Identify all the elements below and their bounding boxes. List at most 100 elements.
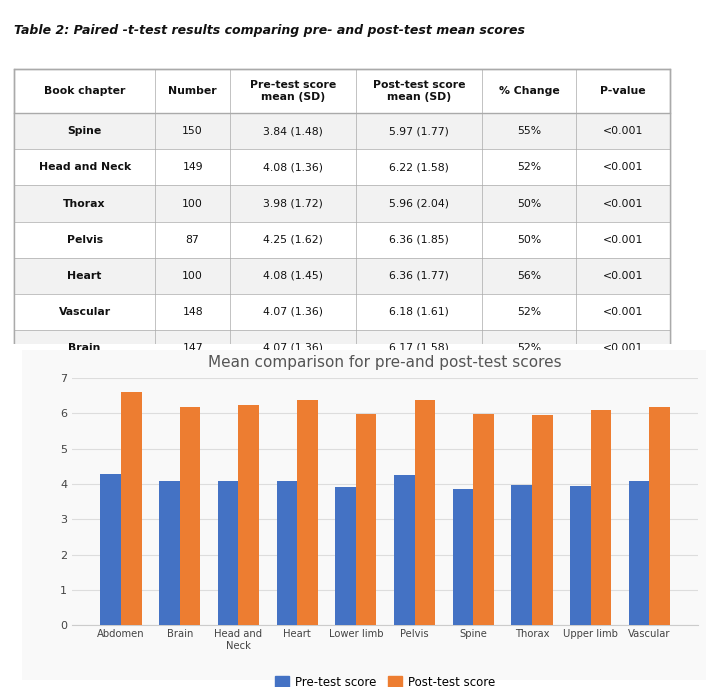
Bar [121, 392, 142, 625]
Bar [336, 486, 356, 625]
Bar [394, 475, 415, 625]
Text: Head and Neck: Head and Neck [39, 162, 130, 172]
Text: Pelvis: Pelvis [66, 234, 103, 245]
Bar [14, 402, 670, 438]
Text: 50%: 50% [517, 234, 541, 245]
Text: 3.93 (1.75): 3.93 (1.75) [264, 415, 323, 425]
Text: 55%: 55% [517, 126, 541, 137]
Text: Table 2: Paired -t-test results comparing pre- and post-test mean scores: Table 2: Paired -t-test results comparin… [14, 24, 526, 37]
Bar [14, 150, 670, 185]
Text: Lower limb: Lower limb [51, 451, 118, 461]
Text: 52%: 52% [517, 306, 541, 317]
Text: 53%: 53% [517, 451, 541, 461]
Text: 148: 148 [182, 306, 203, 317]
Text: 3.92 (1.69): 3.92 (1.69) [264, 451, 323, 461]
Text: 3.98 (1.72): 3.98 (1.72) [264, 199, 323, 209]
Text: 6.36 (1.85): 6.36 (1.85) [390, 234, 449, 245]
Bar [101, 474, 121, 625]
Text: <0.001: <0.001 [603, 126, 643, 137]
Text: 3.84 (1.48): 3.84 (1.48) [264, 126, 323, 137]
Bar [629, 482, 649, 625]
Text: 100: 100 [182, 199, 203, 209]
Bar [159, 482, 180, 625]
Text: <0.001: <0.001 [603, 234, 643, 245]
Text: Upper limb: Upper limb [51, 415, 118, 425]
Text: 52%: 52% [517, 343, 541, 353]
Text: 100: 100 [182, 451, 203, 461]
Bar [415, 401, 435, 625]
Text: % Change: % Change [499, 86, 559, 96]
Text: Post-test score
mean (SD): Post-test score mean (SD) [373, 80, 466, 102]
Text: Book chapter: Book chapter [44, 86, 125, 96]
Text: 4.07 (1.36): 4.07 (1.36) [264, 343, 323, 353]
Text: <0.001: <0.001 [603, 379, 643, 389]
Text: Brain: Brain [68, 343, 101, 353]
Bar [14, 330, 670, 365]
Text: P-value: P-value [600, 86, 646, 96]
Text: 111: 111 [182, 415, 203, 425]
Text: 5.97 (1.77): 5.97 (1.77) [390, 126, 449, 137]
Text: <0.001: <0.001 [603, 199, 643, 209]
Text: 87: 87 [186, 234, 199, 245]
Text: Pre-test score
mean (SD): Pre-test score mean (SD) [251, 80, 336, 102]
Bar [238, 405, 259, 625]
Text: 4.27 (1.52): 4.27 (1.52) [264, 379, 323, 389]
Text: 5.96 (2.04): 5.96 (2.04) [390, 199, 449, 209]
Bar [297, 401, 318, 625]
Text: 50%: 50% [517, 199, 541, 209]
Text: 6.17 (1.58): 6.17 (1.58) [390, 343, 449, 353]
Title: Mean comparison for pre-and post-test scores: Mean comparison for pre-and post-test sc… [208, 354, 562, 370]
Text: 4.08 (1.45): 4.08 (1.45) [264, 271, 323, 281]
Text: 4.08 (1.36): 4.08 (1.36) [264, 162, 323, 172]
Text: 55%: 55% [517, 415, 541, 425]
Text: <0.001: <0.001 [603, 306, 643, 317]
Text: Vascular: Vascular [58, 306, 111, 317]
Text: <0.001: <0.001 [603, 162, 643, 172]
Bar [180, 407, 200, 625]
Text: 55%: 55% [517, 379, 541, 389]
Text: 6.36 (1.77): 6.36 (1.77) [390, 271, 449, 281]
Text: Heart: Heart [68, 271, 102, 281]
Text: <0.001: <0.001 [603, 343, 643, 353]
Text: 56%: 56% [517, 271, 541, 281]
Bar [14, 294, 670, 330]
Text: Spine: Spine [68, 126, 102, 137]
Text: 52%: 52% [517, 162, 541, 172]
Bar [14, 258, 670, 294]
Text: Number: Number [168, 86, 217, 96]
Text: 107: 107 [182, 379, 203, 389]
Text: 6.18 (1.61): 6.18 (1.61) [390, 306, 449, 317]
Bar [473, 414, 494, 625]
Bar [649, 407, 670, 625]
Text: 6.09 (1.99): 6.09 (1.99) [390, 415, 449, 425]
Text: 4.07 (1.36): 4.07 (1.36) [264, 306, 323, 317]
Text: 4.25 (1.62): 4.25 (1.62) [264, 234, 323, 245]
Text: Abdomen: Abdomen [55, 379, 114, 389]
Bar [14, 221, 670, 258]
Bar [570, 486, 590, 625]
Bar [511, 484, 532, 625]
Text: <0.001: <0.001 [603, 415, 643, 425]
Text: 100: 100 [182, 271, 203, 281]
Bar [276, 481, 297, 625]
Bar [218, 481, 238, 625]
Bar [532, 414, 552, 625]
Text: 147: 147 [182, 343, 203, 353]
Text: <0.001: <0.001 [603, 271, 643, 281]
Bar [14, 438, 670, 474]
Bar [14, 365, 670, 402]
Bar [356, 414, 377, 625]
Text: <0.001: <0.001 [603, 451, 643, 461]
Text: Thorax: Thorax [63, 199, 106, 209]
Bar [14, 185, 670, 221]
Bar [453, 490, 473, 625]
Bar [14, 113, 670, 150]
Legend: Pre-test score, Post-test score: Pre-test score, Post-test score [270, 671, 500, 687]
Text: 6.22 (1.58): 6.22 (1.58) [390, 162, 449, 172]
Text: 149: 149 [182, 162, 203, 172]
Text: 5.99 (2.06): 5.99 (2.06) [390, 451, 449, 461]
Text: 150: 150 [182, 126, 203, 137]
FancyBboxPatch shape [14, 347, 713, 684]
Text: 6.61 (1.78): 6.61 (1.78) [390, 379, 449, 389]
Bar [590, 410, 611, 625]
